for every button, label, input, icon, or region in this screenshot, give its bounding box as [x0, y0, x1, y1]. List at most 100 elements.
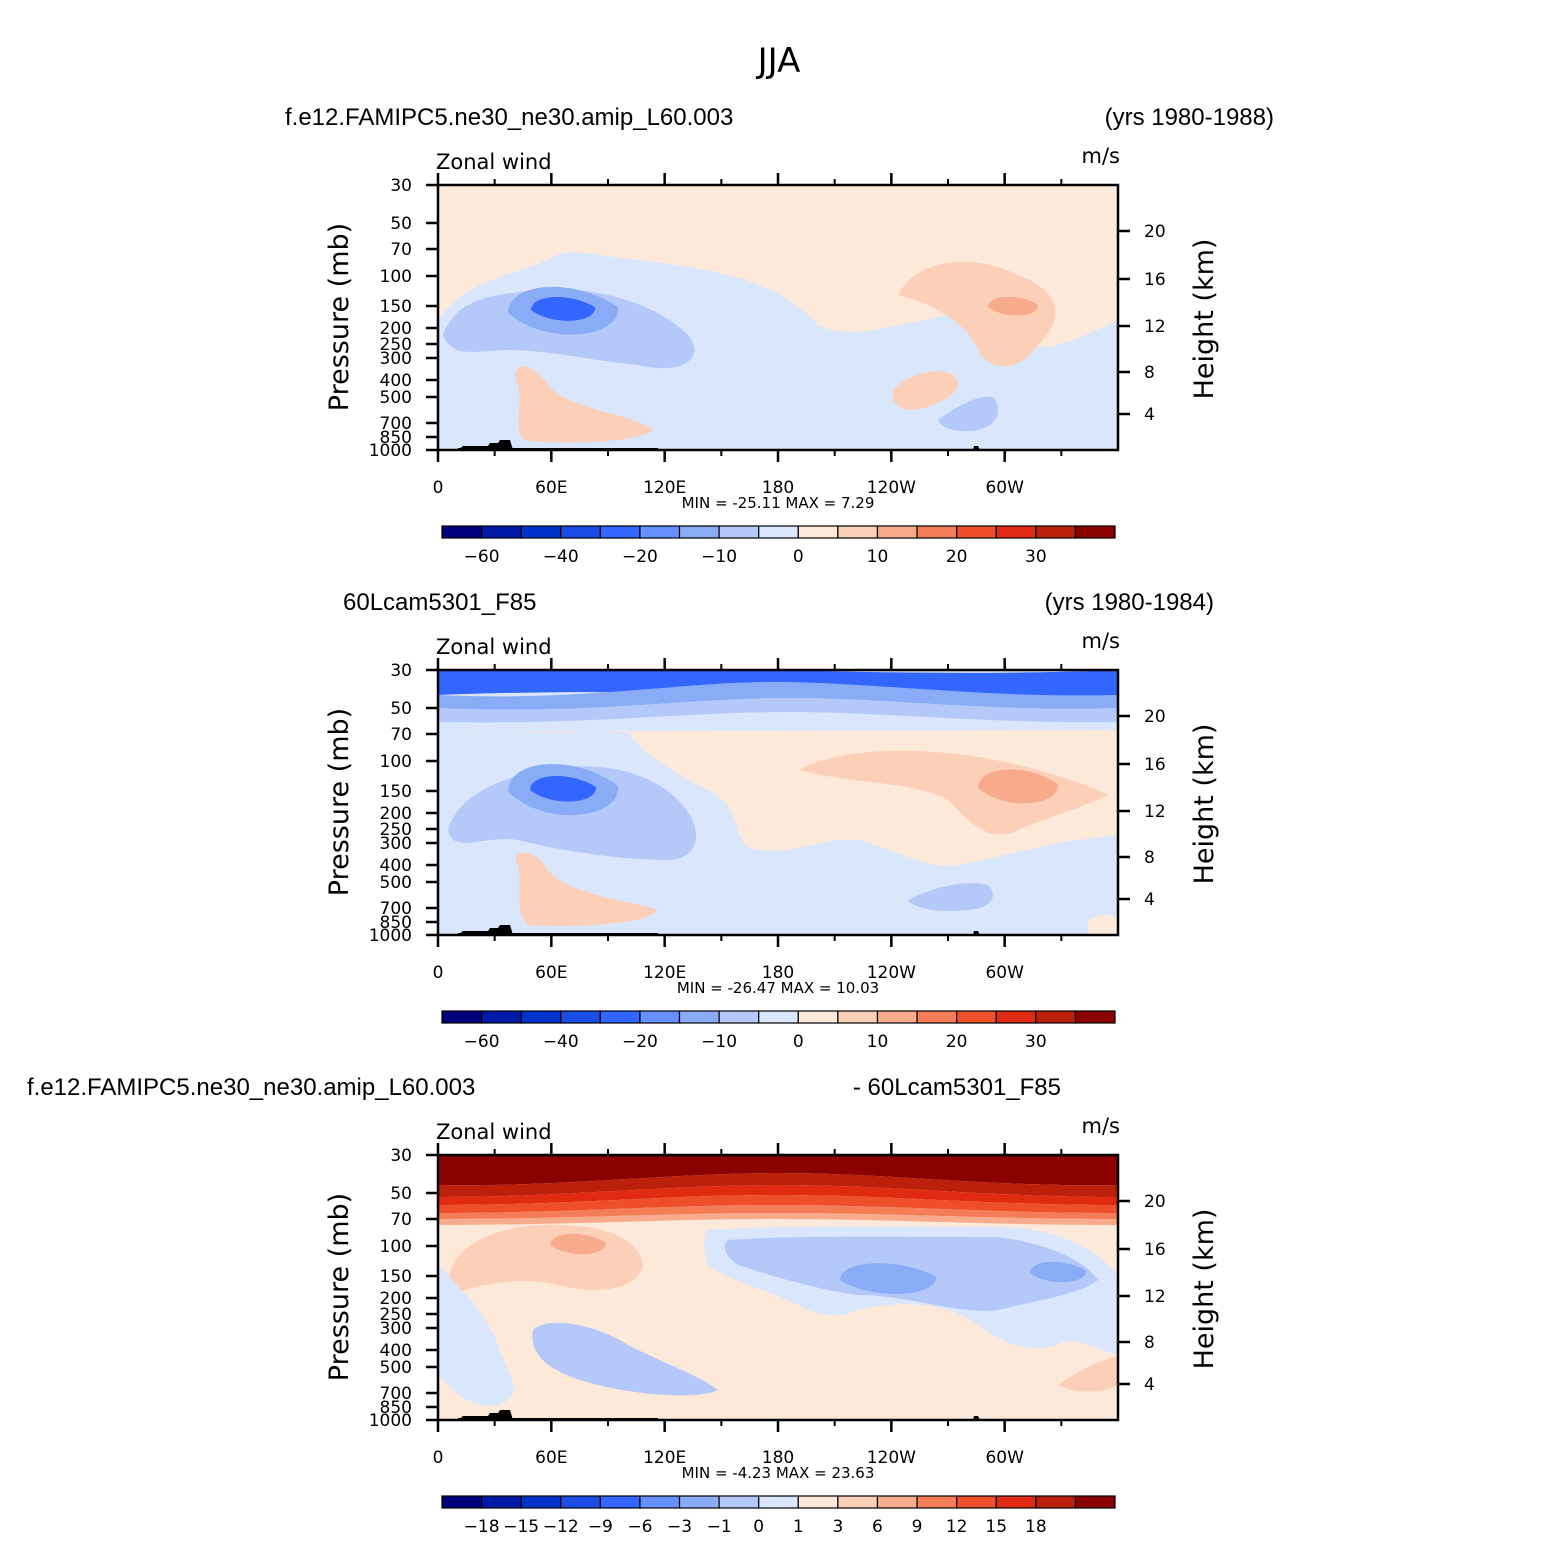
x-tick-label: 180: [762, 1448, 794, 1468]
y-tick-label: 50: [390, 699, 412, 719]
y-tick-label: 700: [380, 414, 412, 434]
colorbar-box: [639, 1495, 681, 1509]
colorbar-box: [480, 1010, 522, 1024]
y-tick-label: 850: [380, 428, 412, 448]
topography: [458, 925, 513, 935]
colorbar-box: [480, 1495, 522, 1509]
y-tick-label: 400: [380, 371, 412, 391]
y-tick-label: 70: [390, 1210, 412, 1230]
y-tick-label: 50: [390, 1184, 412, 1204]
y-tick-label: 70: [390, 240, 412, 260]
colorbar-box: [876, 1010, 918, 1024]
x-tick-label: 60W: [985, 478, 1024, 498]
colorbar-box: [678, 525, 720, 539]
y-tick-label: 50: [390, 214, 412, 234]
colorbar-box: [560, 1495, 601, 1509]
colorbar-box: [1035, 1010, 1077, 1024]
height-tick-label: 20: [1144, 222, 1166, 242]
colorbar-label: 0: [793, 1032, 804, 1052]
colorbar-label: −60: [464, 547, 500, 567]
x-tick-label: 60W: [985, 1448, 1024, 1468]
colorbar-box: [1074, 1495, 1116, 1509]
units-label: m/s: [1082, 629, 1120, 653]
colorbar-box: [837, 1495, 879, 1509]
colorbar-box: [797, 1010, 839, 1024]
colorbar-box: [560, 1010, 601, 1024]
colorbar-box: [956, 1495, 997, 1509]
colorbar-box: [995, 525, 1037, 539]
variable-label: Zonal wind: [436, 1120, 552, 1144]
colorbar-box: [1074, 1010, 1116, 1024]
colorbar-box: [520, 1010, 562, 1024]
colorbar-label: 15: [985, 1517, 1007, 1537]
east-pacific-core: [978, 769, 1059, 804]
colorbar-label: −1: [707, 1517, 732, 1537]
height-tick-label: 20: [1144, 1192, 1166, 1212]
min-max-stats: MIN = -26.47 MAX = 10.03: [677, 979, 879, 997]
colorbar-box: [441, 1495, 483, 1509]
jet-core: [530, 776, 597, 802]
colorbar-label: −15: [503, 1517, 539, 1537]
y-tick-label: 150: [380, 1267, 412, 1287]
panel-header-left: f.e12.FAMIPC5.ne30_ne30.amip_L60.003: [27, 1074, 475, 1101]
units-label: m/s: [1082, 1114, 1120, 1138]
height-tick-label: 4: [1144, 1375, 1155, 1395]
x-tick-label: 120E: [643, 478, 686, 498]
colorbar-box: [599, 1010, 641, 1024]
y-tick-label: 250: [380, 335, 412, 355]
panel-1: f.e12.FAMIPC5.ne30_ne30.amip_L60.003 (yrs…: [285, 104, 1274, 567]
colorbar-box: [797, 1495, 839, 1509]
colorbar-label: −40: [543, 1032, 579, 1052]
y-tick-label: 250: [380, 820, 412, 840]
x-tick-label: 120W: [867, 478, 916, 498]
colorbar-label: 1: [793, 1517, 804, 1537]
panel-header-right: - 60Lcam5301_F85: [853, 1074, 1061, 1101]
colorbar-box: [758, 525, 799, 539]
y-tick-label: 300: [380, 834, 412, 854]
colorbar-label: −10: [701, 1032, 737, 1052]
y-tick-label: 1000: [369, 441, 412, 461]
contour-field: [438, 185, 1118, 450]
variable-label: Zonal wind: [436, 635, 552, 659]
colorbar-box: [520, 1495, 562, 1509]
y-tick-label: 500: [380, 873, 412, 893]
y-tick-label: 1000: [369, 1411, 412, 1431]
colorbar-box: [876, 525, 918, 539]
colorbar-label: 30: [1025, 547, 1047, 567]
colorbar-box: [599, 525, 641, 539]
y-tick-label: 200: [380, 804, 412, 824]
height-tick-label: 12: [1144, 317, 1166, 337]
colorbar-box: [718, 1495, 760, 1509]
panel-header-right: (yrs 1980-1984): [1045, 589, 1214, 616]
colorbar-box: [758, 1495, 799, 1509]
y-tick-label: 300: [380, 349, 412, 369]
colorbar-label: −60: [464, 1032, 500, 1052]
y-axis-title: Pressure (mb): [324, 708, 355, 896]
units-label: m/s: [1082, 144, 1120, 168]
colorbar-label: −20: [622, 1032, 658, 1052]
stratospheric-difference: [438, 1155, 1118, 1186]
contour-field: [438, 1155, 1118, 1420]
surface-westerly: [515, 852, 658, 927]
colorbar-box: [995, 1010, 1037, 1024]
height-tick-label: 8: [1144, 848, 1155, 868]
height-tick-label: 8: [1144, 1333, 1155, 1353]
height-tick-label: 16: [1144, 1240, 1166, 1260]
topography: [458, 440, 513, 450]
colorbar-box: [916, 525, 958, 539]
colorbar-label: 6: [872, 1517, 883, 1537]
y-tick-label: 400: [380, 856, 412, 876]
east-pacific-westerly: [798, 750, 1108, 835]
x-tick-label: 120E: [643, 963, 686, 983]
panel-2: 60Lcam5301_F85 (yrs 1980-1984) Zonal wind m…: [324, 589, 1220, 1052]
panel-header-left: 60Lcam5301_F85: [343, 589, 536, 616]
colorbar-box: [1074, 525, 1116, 539]
colorbar-box: [520, 525, 562, 539]
colorbar-label: 0: [793, 547, 804, 567]
y-tick-label: 500: [380, 388, 412, 408]
colorbar-label: 18: [1025, 1517, 1047, 1537]
height-tick-label: 12: [1144, 1287, 1166, 1307]
y-tick-label: 100: [380, 1237, 412, 1257]
y-tick-label: 30: [390, 661, 412, 681]
y-tick-label: 700: [380, 899, 412, 919]
